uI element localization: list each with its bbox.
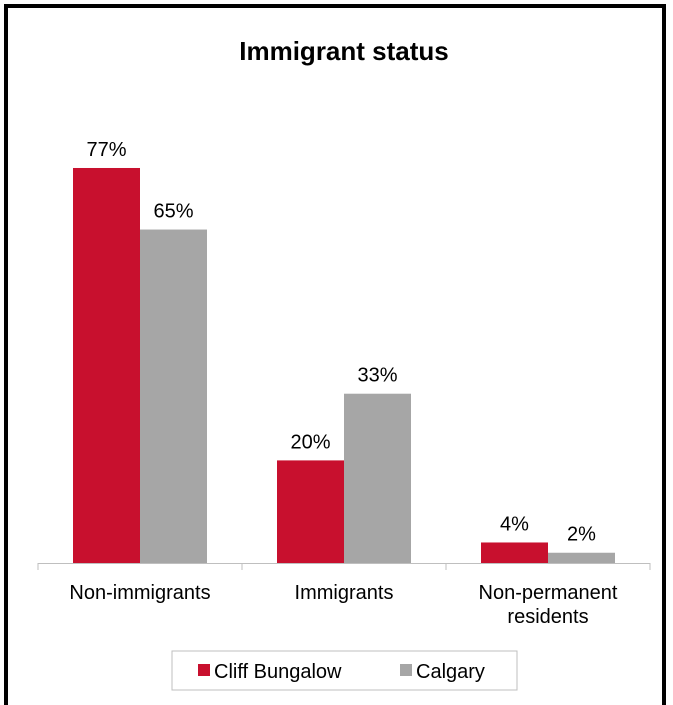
data-label: 2% (567, 524, 596, 546)
bar-calgary-1 (344, 393, 411, 563)
bar-calgary-2 (548, 552, 615, 563)
bar-cliff-bungalow-1 (277, 460, 344, 563)
category-label: Non-permanent (479, 582, 618, 604)
category-label: Non-immigrants (69, 582, 210, 604)
bars-layer (73, 167, 615, 564)
category-label: residents (507, 606, 588, 628)
data-label: 33% (357, 365, 397, 387)
data-label: 20% (290, 431, 330, 453)
legend: Cliff Bungalow Calgary (171, 650, 518, 691)
legend-box (171, 650, 518, 691)
data-label: 65% (153, 201, 193, 223)
x-axis: Non-immigrants Immigrants Non-permanentres… (37, 563, 651, 628)
data-label: 77% (86, 139, 126, 161)
data-labels-layer: 77% 65% 20% 33% 4% 2% (86, 139, 596, 546)
bar-calgary-0 (140, 229, 207, 564)
legend-label: Calgary (416, 661, 485, 683)
category-label: Immigrants (295, 582, 394, 604)
chart-title: Immigrant status (239, 36, 449, 66)
data-label: 4% (500, 513, 529, 535)
legend-label: Cliff Bungalow (214, 661, 342, 683)
bar-cliff-bungalow-2 (481, 542, 548, 563)
bar-cliff-bungalow-0 (73, 167, 140, 564)
legend-swatch (400, 664, 412, 676)
legend-swatch (198, 664, 210, 676)
